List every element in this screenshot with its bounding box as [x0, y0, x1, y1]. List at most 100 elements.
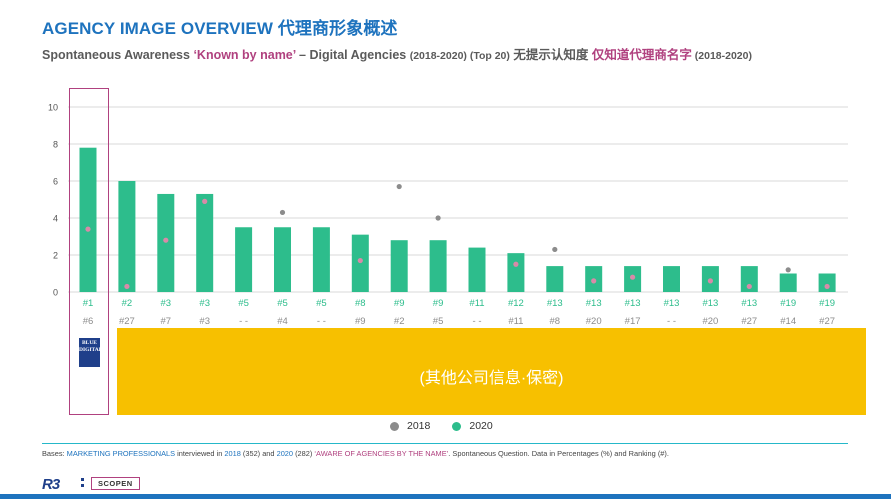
dot-2018 [435, 215, 441, 221]
y-tick-label: 10 [48, 103, 58, 113]
confidential-text: (其他公司信息·保密) [419, 370, 564, 387]
rank-2020-label: #9 [433, 298, 444, 309]
bar-2020 [390, 240, 408, 292]
rank-2020-label: #19 [780, 298, 796, 309]
rank-2020-label: #13 [702, 298, 718, 309]
dot-2018 [552, 246, 558, 253]
bases-t2: MARKETING PROFESSIONALS [66, 449, 176, 458]
rank-2020-label: #3 [199, 298, 210, 309]
rank-2018-label: #27 [741, 316, 757, 327]
rank-2018-label: - - [239, 316, 248, 327]
bottom-bar [0, 494, 891, 499]
bar-2020 [663, 266, 680, 292]
rank-2020-label: #8 [355, 298, 366, 309]
rank-2018-label: #20 [702, 316, 718, 327]
dot-2018 [124, 283, 130, 290]
bar-2020 [818, 273, 836, 292]
rank-2018-label: #20 [586, 316, 602, 327]
rank-2020-label: #13 [547, 298, 563, 309]
dot-2018 [279, 209, 286, 216]
bases-note: Bases: MARKETING PROFESSIONALS interview… [42, 449, 669, 458]
rank-2018-label: #6 [83, 316, 94, 327]
rank-2018-label: - - [317, 316, 326, 327]
dot-2018 [824, 283, 830, 290]
rank-2018-label: #14 [780, 316, 796, 327]
agency-logo: BLUE DIGITAL [79, 338, 102, 367]
subtitle-part4: (2018-2020) (Top 20) [409, 50, 510, 62]
rank-2020-label: #1 [83, 298, 94, 309]
scopen-logo: SCOPEN [91, 477, 140, 490]
bases-t6: 2020 [276, 449, 294, 458]
rank-2020-label: #13 [625, 298, 641, 309]
bases-t1: Bases: [42, 449, 67, 458]
bar-2020 [507, 253, 525, 292]
r3-logo-dots [81, 478, 85, 490]
bases-t7: (282) [293, 449, 315, 458]
bar-2020 [79, 147, 97, 292]
subtitle-part5: 无提示认知度 [509, 48, 592, 62]
legend-label-2020: 2020 [469, 420, 493, 432]
subtitle-part1: Spontaneous Awareness [42, 48, 194, 62]
rank-2020-label: #5 [316, 298, 327, 309]
rank-2018-label: #4 [277, 316, 288, 327]
rank-2020-label: #9 [394, 298, 405, 309]
bases-t3: interviewed in [175, 449, 225, 458]
legend-item-2020: 2020 [452, 420, 493, 432]
dot-2018 [630, 274, 636, 280]
subtitle-part6: 仅知道代理商名字 [591, 48, 692, 62]
bar-2020 [779, 273, 797, 292]
dot-2018 [513, 261, 519, 267]
chart-legend: 2018 2020 [390, 420, 515, 432]
bases-t9: . Spontaneous Question. Data in Percenta… [448, 449, 669, 458]
rank-2020-label: #13 [664, 298, 680, 309]
legend-dot-2018 [390, 421, 399, 431]
legend-dot-2020 [452, 421, 462, 431]
y-tick-label: 2 [53, 251, 58, 261]
dot-2018 [357, 257, 363, 264]
bar-2020 [351, 234, 369, 292]
dot-2018 [785, 267, 791, 273]
dot-2018 [591, 278, 597, 284]
y-tick-label: 8 [53, 140, 58, 150]
rank-2018-label: - - [473, 316, 482, 327]
y-tick-label: 4 [53, 214, 58, 224]
rank-2020-label: #5 [238, 298, 249, 309]
dot-2018 [163, 237, 169, 243]
subtitle-part7: (2018-2020) [691, 50, 752, 62]
chart-subtitle: Spontaneous Awareness ‘Known by name’ – … [42, 44, 752, 63]
rank-2018-label: - - [667, 316, 676, 327]
bar-2020 [235, 227, 253, 292]
rank-2018-label: #7 [161, 316, 172, 327]
subtitle-part2: ‘Known by name’ [193, 48, 296, 62]
footer-divider [42, 443, 848, 444]
legend-label-2018: 2018 [407, 420, 431, 432]
rank-2020-label: #5 [277, 298, 288, 309]
rank-2020-label: #13 [586, 298, 602, 309]
rank-2018-label: #17 [625, 316, 641, 327]
confidential-block: (其他公司信息·保密) [117, 328, 866, 415]
bar-2020 [274, 227, 291, 292]
r3-logo: R3 [42, 476, 60, 493]
dot-2018 [707, 278, 714, 284]
bases-t8: ‘AWARE OF AGENCIES BY THE NAME’ [314, 449, 449, 458]
rank-2020-label: #11 [469, 298, 484, 309]
dot-2018 [85, 226, 91, 232]
dot-2018 [746, 283, 752, 290]
bar-2020 [740, 266, 758, 292]
logo-word: BLUE [82, 340, 97, 346]
rank-2020-label: #13 [741, 298, 757, 309]
dot-2018 [396, 183, 402, 190]
rank-2018-label: #5 [433, 316, 444, 327]
bases-t4: 2018 [224, 449, 241, 458]
bar-2020 [157, 193, 175, 292]
rank-2018-label: #11 [508, 316, 523, 327]
page-title: AGENCY IMAGE OVERVIEW 代理商形象概述 [42, 19, 398, 38]
rank-2018-label: #3 [199, 316, 210, 327]
rank-2018-label: #8 [550, 316, 561, 327]
bar-2020 [118, 181, 136, 292]
bar-chart: 0 2 4 6 8 10 #1 #6 #2 #27 #3 #7 #3 #3 #5 - - #5 #4 #5 - - #8… [48, 103, 848, 327]
rank-2020-label: #2 [122, 298, 133, 309]
bar-2020 [196, 193, 214, 292]
rank-2020-label: #19 [819, 298, 835, 309]
bar-2020 [312, 227, 330, 292]
